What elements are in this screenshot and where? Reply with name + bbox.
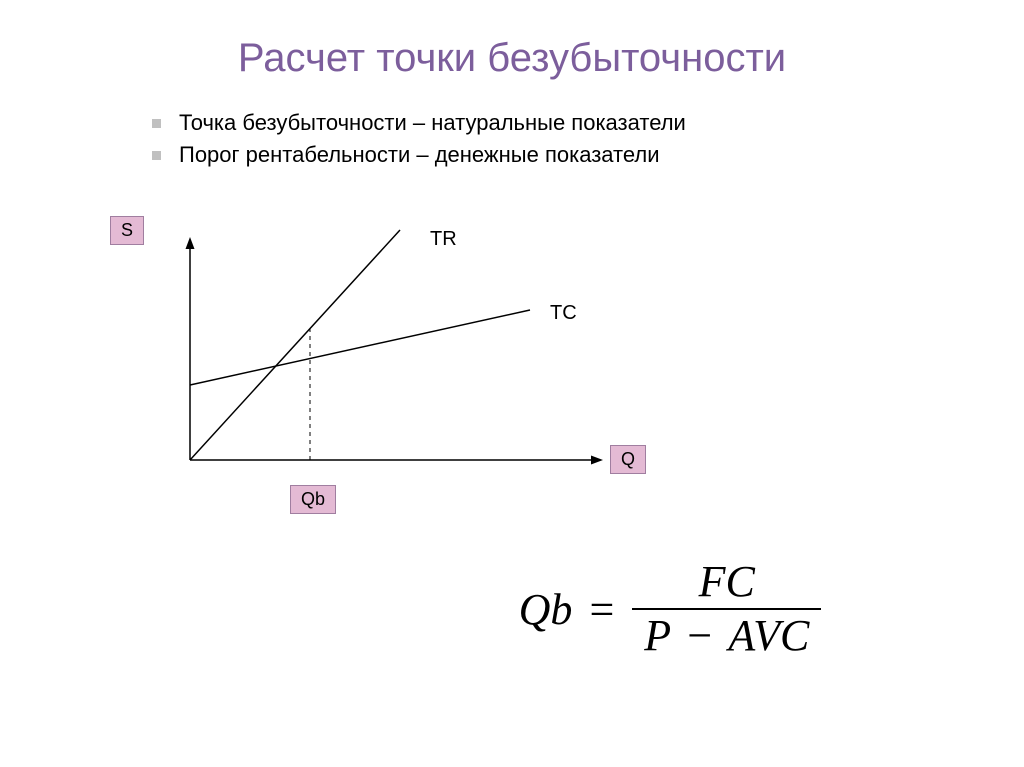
bullet-square-icon — [152, 151, 161, 160]
formula-equals: = — [589, 585, 614, 634]
s-axis-label: S — [110, 216, 144, 245]
den-minus: − — [687, 611, 712, 660]
formula-numerator: FC — [632, 560, 821, 610]
formula-denominator: P − AVC — [632, 610, 821, 658]
den-left: P — [644, 611, 670, 660]
breakeven-chart: S Q Qb TR TC — [110, 210, 630, 520]
tr-label: TR — [430, 228, 457, 251]
page-title: Расчет точки безубыточности — [0, 36, 1024, 81]
den-right: AVC — [728, 611, 809, 660]
bullet-square-icon — [152, 119, 161, 128]
tc-line — [190, 310, 530, 385]
bullet-list: Точка безубыточности – натуральные показ… — [152, 110, 686, 174]
list-item: Порог рентабельности – денежные показате… — [152, 142, 686, 168]
qb-label: Qb — [290, 485, 336, 514]
q-axis-label: Q — [610, 445, 646, 474]
chart-svg — [110, 210, 630, 520]
breakeven-formula: Qb = FC P − AVC — [420, 560, 920, 658]
bullet-text: Точка безубыточности – натуральные показ… — [179, 110, 686, 136]
list-item: Точка безубыточности – натуральные показ… — [152, 110, 686, 136]
tc-label: TC — [550, 302, 577, 325]
formula-lhs: Qb — [519, 585, 573, 634]
bullet-text: Порог рентабельности – денежные показате… — [179, 142, 660, 168]
